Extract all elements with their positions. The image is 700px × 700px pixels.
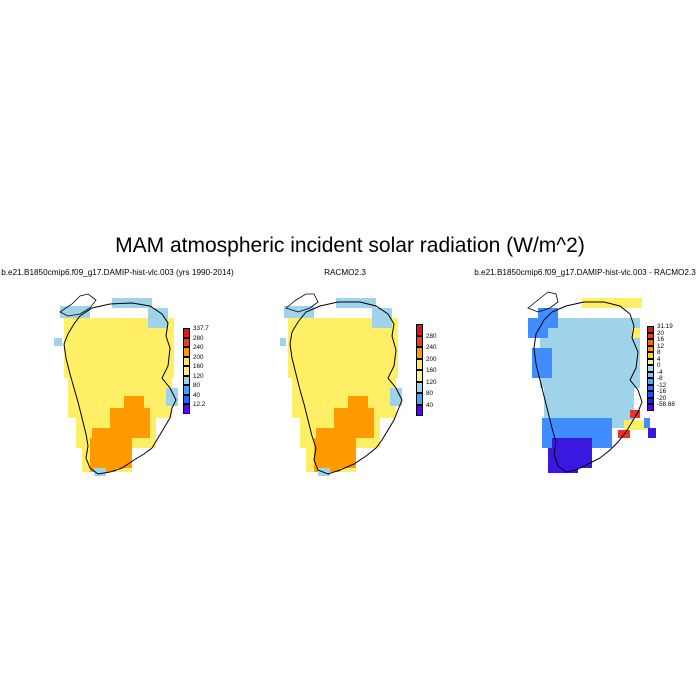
panel-difference: b.e21.B1850cmip6.f09_g17.DAMIP-hist-vlc.… [470,268,700,483]
colorbar-swatch [416,324,423,336]
map-cell [528,318,548,338]
colorbar-label: 200 [193,353,204,361]
colorbar-swatch [647,384,654,391]
colorbar-label: 20 [657,329,665,337]
colorbar-swatch [647,397,654,404]
colorbar-label: 31.19 [657,323,673,330]
colorbar-swatch [183,366,190,376]
colorbar-swatch [183,385,190,395]
panel-difference-title: b.e21.B1850cmip6.f09_g17.DAMIP-hist-vlc.… [474,268,696,277]
map-cell [60,306,90,318]
map-cell [572,453,592,468]
map-cell [166,388,178,406]
map-cell [372,308,392,328]
colorbar-label: 240 [426,344,437,351]
map-cell [582,298,642,308]
map-cell [90,438,116,472]
colorbar-swatch [647,365,654,372]
colorbar-swatch [416,358,423,370]
colorbar-label: 12.2 [193,401,206,408]
colorbar-label: -20 [657,394,667,402]
colorbar-swatch [183,328,190,338]
colorbar-label: 200 [426,355,437,363]
colorbar-label: 16 [657,336,665,343]
colorbar-swatch [183,356,190,366]
colorbar-label: -4 [657,368,663,376]
map-cell [280,338,286,346]
colorbar-label: -8 [657,375,663,382]
map-cell [124,396,144,416]
colorbar-swatch [416,393,423,405]
colorbar-swatch [416,370,423,382]
colorbar-label: 4 [657,355,661,363]
map-cell [390,388,402,406]
colorbar-swatch [647,371,654,378]
colorbar-swatch [647,352,654,359]
colorbar-swatch [647,404,654,411]
coastline [533,301,643,473]
colorbar-label: 40 [426,401,434,409]
colorbar-swatch [416,335,423,347]
map-cell [54,338,62,346]
map-cell [632,328,640,338]
colorbar-label: 8 [657,349,661,356]
colorbar-swatch [416,381,423,393]
colorbar-swatch [647,345,654,352]
map-cells-model [54,298,178,476]
colorbar-label: 240 [193,344,204,351]
coastline [289,301,403,475]
panel-racmo: RACMO2.3 280 240 200 160 120 80 40 [280,268,437,483]
colorbar-label: 12 [657,342,665,350]
colorbar-label: -12 [657,381,667,389]
greenland-map-difference [527,291,656,473]
colorbar-label: 280 [193,334,204,342]
map-cell [348,396,368,416]
colorbar-label: 280 [426,332,437,340]
map-cell [94,468,106,476]
colorbar-swatch [183,375,190,385]
colorbar-swatch [647,326,654,333]
panel-racmo-title: RACMO2.3 [324,268,366,277]
coastline [63,302,177,475]
map-cell [336,298,376,308]
figure-title: MAM atmospheric incident solar radiation… [115,234,585,257]
colorbar-label: 120 [193,372,204,380]
greenland-map-model [54,293,178,476]
colorbar-swatch [416,404,423,416]
colorbar-swatch [183,337,190,347]
colorbar-label: 120 [426,378,437,386]
map-cell [314,438,340,472]
map-cell [540,318,640,388]
colorbar-label: -16 [657,388,667,395]
colorbar-swatch [647,358,654,365]
map-cell [648,428,656,438]
colorbar-label: 337.7 [193,325,209,332]
panel-model-title: b.e21.B1850cmip6.f09_g17.DAMIP-hist-vlc.… [1,268,234,277]
map-cells-difference [528,298,656,473]
colorbar-swatch [647,339,654,346]
colorbar-label: 160 [193,363,204,370]
colorbar-swatch [183,347,190,357]
map-cell [630,410,640,418]
greenland-map-racmo [280,293,403,476]
colorbar-label: -58.68 [657,401,675,408]
colorbar-swatch [416,347,423,359]
panel-model: b.e21.B1850cmip6.f09_g17.DAMIP-hist-vlc.… [0,268,235,483]
colorbar-swatch [647,391,654,398]
colorbar-swatch [647,378,654,385]
colorbar-swatch [647,332,654,339]
colorbar-label: 80 [426,390,434,397]
map-cell [624,420,648,430]
colorbar-label: 80 [193,382,201,389]
colorbar-label: 160 [426,367,437,374]
map-cell [532,348,552,378]
colorbar-swatch [183,394,190,404]
map-cell [644,418,650,428]
map-cells-racmo [280,298,402,476]
colorbar-label: 0 [657,362,661,369]
map-cell [148,308,168,328]
colorbar-swatch [183,404,190,414]
colorbar-label: 40 [193,391,201,399]
